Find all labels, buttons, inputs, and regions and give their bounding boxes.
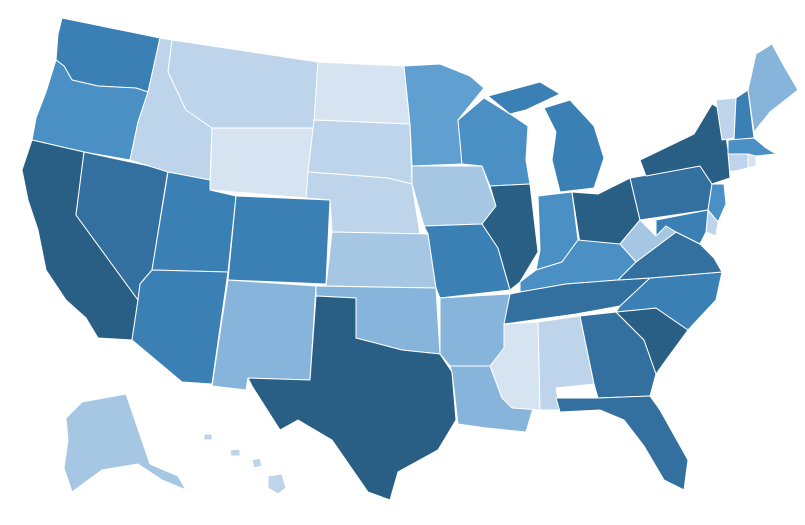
state-WI[interactable] <box>457 97 531 187</box>
state-CT[interactable] <box>727 153 749 173</box>
state-ND[interactable] <box>313 61 411 125</box>
state-MA[interactable] <box>727 137 777 157</box>
state-WY[interactable] <box>209 127 315 199</box>
state-ME[interactable] <box>747 43 799 133</box>
state-HI-big[interactable] <box>267 473 287 495</box>
state-FL[interactable] <box>555 395 689 491</box>
state-NJ[interactable] <box>707 183 727 223</box>
state-HI-oahu[interactable] <box>229 448 241 457</box>
state-HI-kauai[interactable] <box>203 433 213 441</box>
state-TX[interactable] <box>247 295 457 501</box>
state-IL[interactable] <box>481 183 539 291</box>
state-NM[interactable] <box>211 279 317 391</box>
state-CO[interactable] <box>227 195 331 285</box>
state-MD[interactable] <box>655 209 709 245</box>
state-MI[interactable] <box>487 81 605 193</box>
state-AK[interactable] <box>63 393 187 493</box>
states-layer <box>21 17 799 501</box>
state-AZ[interactable] <box>131 269 229 385</box>
state-IA[interactable] <box>411 165 497 227</box>
state-RI[interactable] <box>747 153 757 169</box>
state-HI-maui[interactable] <box>251 457 263 469</box>
state-KS[interactable] <box>325 231 437 289</box>
